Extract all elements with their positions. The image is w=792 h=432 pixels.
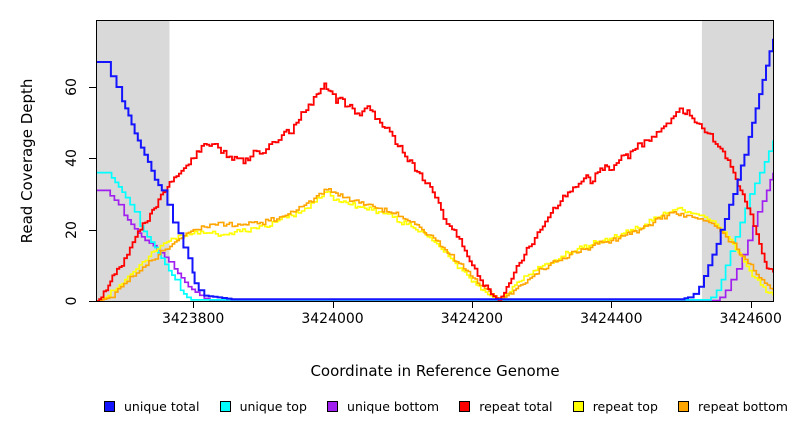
legend-item-repeat-top: repeat top <box>572 399 658 414</box>
x-tick-mark <box>193 302 195 308</box>
series-unique-total <box>97 38 773 301</box>
legend-label: repeat total <box>479 399 553 414</box>
legend-item-repeat-total: repeat total <box>459 399 553 414</box>
x-tick-mark <box>471 302 473 308</box>
x-tick-label: 3424200 <box>440 311 504 327</box>
series-repeat-total <box>97 82 773 301</box>
x-tick-mark <box>750 302 752 308</box>
y-tick-mark <box>89 229 96 231</box>
legend: unique total unique top unique bottom repea… <box>104 399 788 414</box>
x-tick-mark <box>332 302 334 308</box>
legend-label: unique top <box>239 399 307 414</box>
y-tick-label: 40 <box>64 149 80 168</box>
legend-label: repeat top <box>592 399 658 414</box>
series-repeat-top <box>97 191 773 301</box>
legend-swatch-unique-total <box>104 401 115 412</box>
x-tick-label: 3423800 <box>161 311 225 327</box>
legend-swatch-unique-bottom <box>327 401 339 412</box>
legend-item-unique-top: unique top <box>219 399 307 414</box>
y-tick-mark <box>89 301 96 302</box>
plot-canvas <box>97 21 773 301</box>
legend-label: repeat bottom <box>698 399 788 414</box>
x-tick-label: 3424600 <box>719 311 782 327</box>
plot-area <box>96 20 774 302</box>
legend-swatch-repeat-total <box>459 401 471 412</box>
legend-swatch-repeat-top <box>572 401 584 412</box>
y-tick-label: 20 <box>64 220 80 239</box>
legend-swatch-unique-top <box>219 401 231 412</box>
x-tick-mark <box>611 302 613 308</box>
y-tick-label: 60 <box>64 78 80 96</box>
y-tick-label: 0 <box>64 296 80 306</box>
series-repeat-bottom <box>97 188 773 301</box>
legend-item-unique-bottom: unique bottom <box>327 399 439 414</box>
x-tick-label: 3424000 <box>301 311 364 327</box>
legend-swatch-repeat-bottom <box>678 401 690 412</box>
legend-label: unique bottom <box>347 399 440 414</box>
series-unique-top <box>97 140 773 301</box>
legend-item-repeat-bottom: repeat bottom <box>678 399 788 414</box>
x-tick-label: 3424400 <box>580 311 643 327</box>
y-tick-mark <box>89 158 96 160</box>
legend-label: unique total <box>124 399 200 414</box>
legend-item-unique-total: unique total <box>104 399 199 414</box>
x-axis-label: Coordinate in Reference Genome <box>310 362 560 380</box>
shaded-region-left <box>97 21 170 301</box>
y-axis-label: Read Coverage Depth <box>18 78 36 244</box>
y-tick-mark <box>89 86 96 88</box>
